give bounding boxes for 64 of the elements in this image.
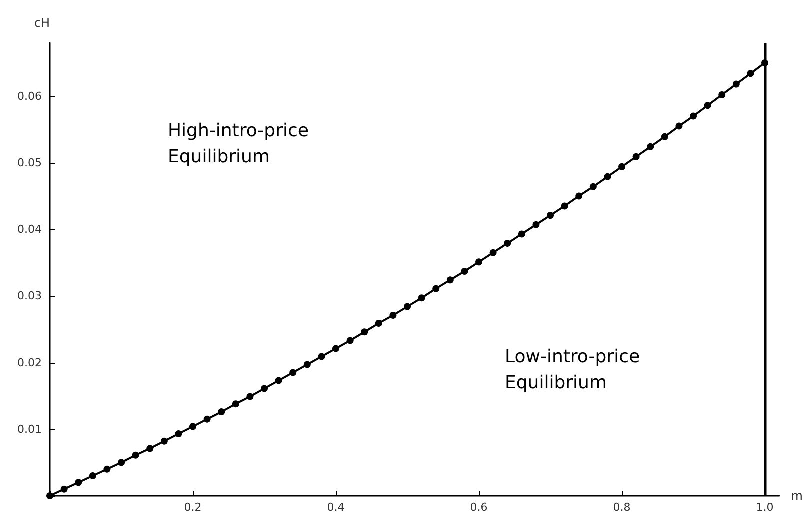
- point: [747, 70, 754, 78]
- point: [160, 438, 168, 445]
- point: [89, 472, 96, 480]
- point: [132, 452, 140, 459]
- point: [576, 192, 583, 200]
- y-tick-label: 0.03: [18, 290, 42, 303]
- point: [246, 393, 254, 400]
- point: [332, 345, 340, 352]
- point: [461, 268, 468, 275]
- point: [704, 102, 712, 110]
- point: [618, 163, 626, 170]
- y-tick-label: 0.05: [18, 156, 42, 170]
- point: [118, 459, 125, 466]
- x-tick-label: 1.0: [756, 501, 774, 514]
- y-tick-label: 0.06: [18, 90, 42, 103]
- point: [432, 285, 440, 292]
- point: [375, 320, 382, 327]
- point: [104, 466, 111, 473]
- y-axis-title: cH: [34, 16, 50, 30]
- point: [518, 230, 526, 238]
- point: [232, 400, 240, 408]
- point: [504, 240, 512, 248]
- point: [304, 361, 311, 368]
- point: [476, 258, 483, 266]
- point: [604, 173, 612, 180]
- point: [676, 122, 683, 130]
- point: [690, 112, 698, 120]
- point: [418, 294, 426, 302]
- point: [204, 416, 211, 423]
- x-axis-title: m: [791, 489, 804, 503]
- point: [318, 353, 326, 360]
- point: [146, 445, 154, 452]
- point: [261, 385, 268, 392]
- point: [632, 153, 640, 160]
- point: [390, 312, 397, 319]
- point: [647, 143, 654, 150]
- x-tick-label: 0.6: [470, 501, 488, 514]
- point: [190, 423, 196, 430]
- point: [446, 276, 454, 284]
- y-tick-label: 0.04: [18, 223, 42, 236]
- point: [346, 337, 354, 344]
- point: [275, 377, 282, 384]
- point: [590, 183, 597, 190]
- point: [732, 80, 740, 88]
- x-tick-label: 0.2: [184, 501, 202, 514]
- point: [60, 486, 68, 493]
- point: [218, 408, 226, 416]
- point: [490, 249, 497, 256]
- point: [532, 221, 540, 228]
- x-tick-label: 0.8: [613, 501, 631, 514]
- point: [718, 91, 726, 98]
- annotation: Low-intro-price Equilibrium: [505, 346, 646, 394]
- point: [290, 369, 297, 376]
- annotation: High-intro-price Equilibrium: [168, 120, 315, 168]
- x-tick-label: 0.4: [327, 501, 345, 514]
- point: [661, 133, 668, 140]
- point: [361, 328, 368, 336]
- point: [75, 479, 82, 486]
- point: [547, 212, 554, 220]
- point: [404, 303, 412, 310]
- point: [561, 202, 568, 210]
- point: [175, 430, 182, 438]
- y-tick-label: 0.01: [18, 422, 42, 436]
- y-tick-label: 0.02: [18, 356, 42, 370]
